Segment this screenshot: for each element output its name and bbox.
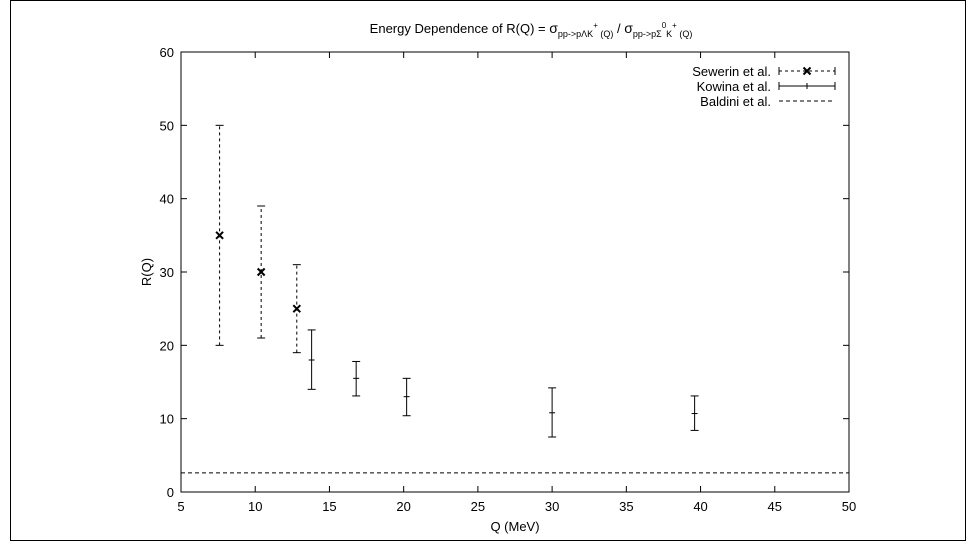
- y-tick-label: 20: [160, 338, 174, 353]
- x-tick-label: 10: [248, 499, 262, 514]
- data-layer: [181, 124, 849, 474]
- data-point: [352, 360, 361, 397]
- chart-title: Energy Dependence of R(Q) = σpp->pΛK+ (Q…: [370, 20, 693, 39]
- legend: Sewerin et al.Kowina et al.Baldini et al…: [692, 64, 836, 109]
- y-tick-label: 60: [160, 45, 174, 60]
- y-axis-label: R(Q): [139, 258, 154, 286]
- chart-svg: Energy Dependence of R(Q) = σpp->pΛK+ (Q…: [139, 20, 857, 534]
- x-tick-label: 45: [768, 499, 782, 514]
- chart-frame: Energy Dependence of R(Q) = σpp->pΛK+ (Q…: [10, 0, 966, 541]
- x-tick-label: 30: [545, 499, 559, 514]
- data-point: [292, 264, 301, 354]
- x-tick-label: 5: [177, 499, 184, 514]
- point-marker: [215, 231, 224, 240]
- x-tick-label: 50: [842, 499, 856, 514]
- x-tick-label: 40: [693, 499, 707, 514]
- y-tick-label: 40: [160, 192, 174, 207]
- y-tick-label: 30: [160, 265, 174, 280]
- data-point: [307, 329, 316, 390]
- x-tick-label: 25: [471, 499, 485, 514]
- axis-ticks: 5 10 15 20 25 30 35 40 45 50 0 10 20 30 40 50 60: [160, 45, 857, 514]
- point-marker: [256, 267, 266, 277]
- x-tick-label: 35: [619, 499, 633, 514]
- x-tick-label: 15: [322, 499, 336, 514]
- y-tick-label: 50: [160, 118, 174, 133]
- y-tick-label: 0: [167, 485, 174, 500]
- legend-label: Sewerin et al.: [692, 64, 771, 79]
- point-marker: [292, 304, 301, 313]
- legend-label: Baldini et al.: [700, 94, 771, 109]
- plot-area: [180, 51, 850, 493]
- data-point: [402, 377, 411, 417]
- data-point: [690, 395, 699, 431]
- data-point: [256, 205, 266, 339]
- legend-label: Kowina et al.: [697, 79, 771, 94]
- x-tick-label: 20: [396, 499, 410, 514]
- legend-swatch-marker: [802, 66, 812, 76]
- data-point: [215, 124, 224, 346]
- y-tick-label: 10: [160, 412, 174, 427]
- data-point: [548, 387, 557, 438]
- x-axis-label: Q (MeV): [490, 519, 539, 534]
